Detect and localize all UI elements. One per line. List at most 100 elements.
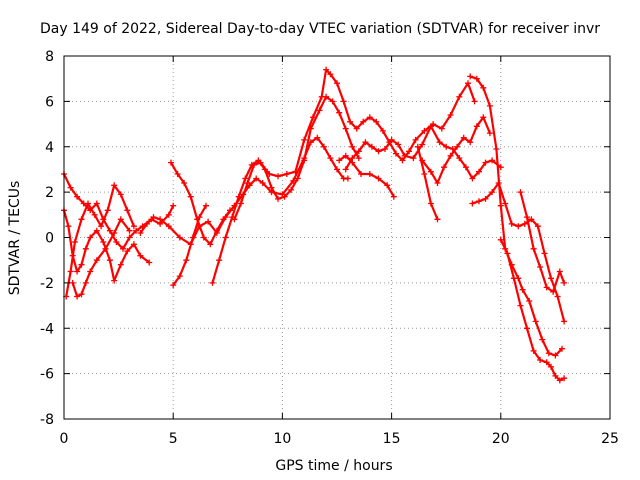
y-tick-label: -4 <box>40 321 54 337</box>
series-line <box>169 161 232 246</box>
data-point <box>196 214 203 221</box>
data-point <box>497 236 504 243</box>
data-point <box>74 193 81 200</box>
data-point <box>495 180 502 186</box>
data-point <box>220 216 227 223</box>
data-point <box>401 152 408 159</box>
data-point <box>181 180 188 186</box>
data-point <box>111 182 118 189</box>
series-line <box>62 209 151 282</box>
y-tick-label: -6 <box>40 367 54 383</box>
data-point <box>104 207 111 214</box>
data-point <box>251 161 257 168</box>
data-series <box>209 93 362 286</box>
data-point <box>556 268 563 275</box>
data-point <box>473 75 480 82</box>
data-series <box>63 182 137 300</box>
data-series <box>469 180 568 325</box>
data-point <box>441 164 447 171</box>
x-tick-label: 5 <box>169 431 178 447</box>
data-series <box>69 216 133 300</box>
data-point <box>133 227 140 234</box>
data-point <box>467 73 474 80</box>
data-point <box>454 143 461 150</box>
data-series <box>414 143 441 223</box>
data-point <box>349 143 356 150</box>
data-point <box>329 98 336 105</box>
data-point <box>355 155 362 162</box>
grid-lines <box>64 56 610 419</box>
data-point <box>366 171 373 177</box>
data-series <box>231 66 478 223</box>
data-point <box>336 109 343 116</box>
x-tick-label: 10 <box>273 431 291 447</box>
y-tick-label: 2 <box>45 185 54 201</box>
data-point <box>517 189 524 196</box>
data-point <box>320 143 327 150</box>
data-point <box>342 125 349 132</box>
data-point <box>124 207 131 214</box>
data-point <box>227 207 233 214</box>
data-point <box>203 202 209 209</box>
x-tick-label: 0 <box>60 431 69 447</box>
data-series-layer <box>61 66 568 384</box>
series-line <box>499 238 566 382</box>
data-point <box>469 200 476 207</box>
data-series <box>168 159 233 248</box>
data-point <box>275 195 281 202</box>
chart-title: Day 149 of 2022, Sidereal Day-to-day VTE… <box>40 21 600 37</box>
data-series <box>497 236 568 384</box>
data-point <box>102 245 109 252</box>
data-point <box>447 152 454 159</box>
data-point <box>283 171 290 177</box>
data-point <box>556 377 563 384</box>
data-point <box>552 372 559 379</box>
data-point <box>528 216 535 223</box>
data-point <box>561 318 568 325</box>
data-point <box>353 125 360 132</box>
data-point <box>82 279 89 286</box>
data-point <box>74 268 81 275</box>
data-point <box>559 345 565 352</box>
data-point <box>427 168 434 175</box>
data-point <box>342 166 349 173</box>
data-point <box>486 102 493 109</box>
data-series <box>170 202 209 289</box>
data-point <box>170 282 177 289</box>
data-point <box>519 286 526 293</box>
data-series <box>61 171 177 252</box>
data-point <box>200 234 207 241</box>
data-point <box>561 375 568 382</box>
series-line <box>71 218 131 298</box>
data-point <box>421 171 428 177</box>
data-point <box>310 114 316 121</box>
data-point <box>146 259 153 266</box>
data-point <box>235 193 242 200</box>
data-point <box>120 245 126 252</box>
data-point <box>508 220 515 227</box>
series-line <box>338 154 395 198</box>
x-tick-label: 15 <box>383 431 401 447</box>
data-point <box>489 157 496 164</box>
data-point <box>524 325 530 332</box>
data-point <box>137 252 144 259</box>
data-point <box>342 152 349 159</box>
data-point <box>447 112 454 118</box>
data-point <box>117 216 124 223</box>
data-point <box>362 139 369 146</box>
data-point <box>183 257 190 264</box>
data-point <box>117 191 124 198</box>
data-point <box>460 134 467 141</box>
data-point <box>393 150 399 157</box>
data-point <box>213 227 220 234</box>
data-point <box>462 164 469 171</box>
data-point <box>93 257 100 264</box>
data-point <box>539 336 546 343</box>
data-point <box>78 291 85 298</box>
data-series <box>419 114 493 186</box>
data-point <box>100 239 107 245</box>
data-series <box>342 123 504 182</box>
data-point <box>268 184 275 191</box>
data-point <box>414 143 421 150</box>
data-point <box>336 157 343 164</box>
